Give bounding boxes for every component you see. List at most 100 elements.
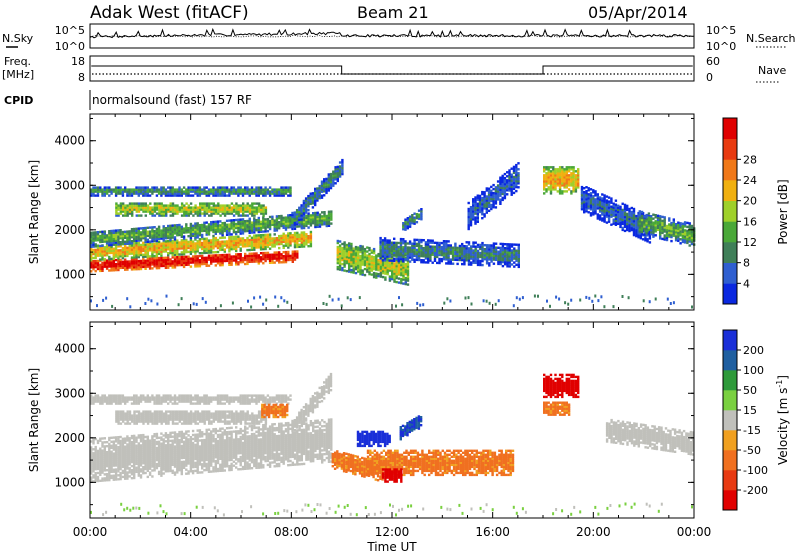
power-cell: [567, 174, 571, 177]
power-cell: [312, 214, 315, 217]
power-cell: [273, 241, 276, 244]
power-cell: [508, 243, 511, 246]
power-cell: [241, 194, 245, 197]
power-cell: [503, 176, 507, 180]
power-cell: [126, 268, 129, 271]
power-cell: [431, 245, 434, 248]
power-cell: [545, 178, 548, 181]
power-cell: [494, 190, 498, 193]
power-cell: [225, 231, 229, 234]
power-cell: [487, 187, 491, 190]
power-cell: [235, 224, 238, 228]
power-cell: [390, 243, 394, 246]
power-cell: [289, 216, 292, 219]
power-cell: [517, 186, 520, 189]
power-cell: [309, 216, 313, 219]
power-cell: [411, 250, 414, 253]
power-cell: [287, 258, 290, 262]
power-cell: [178, 194, 181, 197]
power-cell: [517, 243, 520, 246]
power-cell: [674, 229, 678, 232]
power-cell: [237, 210, 240, 213]
power-cell: [375, 274, 378, 277]
power-cell: [638, 214, 641, 217]
power-cell: [153, 186, 156, 189]
power-cell: [601, 205, 604, 208]
power-cell: [117, 264, 120, 268]
power-cell: [144, 208, 147, 211]
power-cell: [246, 240, 249, 244]
power-cell: [94, 245, 97, 248]
power-cell: [135, 244, 138, 247]
power-cell: [467, 255, 471, 258]
power-cell: [543, 180, 546, 183]
power-cell: [332, 170, 335, 173]
power-cell: [223, 255, 226, 259]
power-cell: [429, 239, 432, 242]
power-cell: [242, 206, 245, 209]
power-cell: [194, 190, 197, 193]
power-cell: [547, 182, 550, 185]
power-cell: [556, 170, 559, 173]
power-cell: [501, 256, 505, 260]
power-cell: [580, 208, 584, 211]
power-cell: [332, 178, 335, 181]
power-cell: [232, 225, 236, 228]
power-cell: [103, 265, 106, 268]
power-cell: [114, 253, 118, 256]
power-cell: [275, 215, 279, 218]
power-cell: [476, 261, 480, 265]
power-cell: [137, 243, 140, 247]
power-cell: [103, 240, 106, 243]
power-cell: [463, 257, 466, 260]
power-cell: [598, 208, 602, 211]
power-cell: [345, 261, 349, 265]
power-cell: [325, 191, 328, 195]
power-cell: [139, 239, 143, 242]
power-cell: [637, 234, 640, 237]
power-cell: [259, 242, 263, 245]
power-cell: [142, 237, 145, 240]
power-cell: [305, 216, 308, 219]
power-cell: [368, 254, 371, 258]
power-cell: [96, 261, 100, 265]
power-cell: [623, 229, 627, 233]
power-cell: [650, 217, 653, 220]
power-cell: [210, 212, 213, 215]
power-cell: [153, 188, 156, 191]
power-cell: [397, 261, 401, 264]
power-cell: [155, 259, 159, 262]
power-cell: [196, 210, 200, 213]
power-cell: [456, 254, 459, 258]
power-cell: [223, 206, 227, 209]
power-cell: [164, 233, 168, 236]
power-cell: [219, 258, 222, 261]
power-cell: [205, 192, 208, 195]
power-cell: [496, 198, 500, 201]
power-cell: [461, 252, 464, 256]
power-cell: [635, 224, 638, 228]
power-cell: [456, 256, 459, 260]
power-cell: [126, 234, 129, 237]
power-cell: [139, 243, 143, 247]
power-cell: [90, 266, 93, 269]
power-cell: [487, 199, 491, 202]
power-cell: [160, 262, 163, 266]
power-cell: [201, 223, 204, 227]
power-cell: [635, 218, 638, 222]
power-cell: [194, 212, 197, 215]
power-cell: [201, 204, 204, 207]
power-cell: [397, 273, 401, 276]
power-cell: [255, 236, 258, 239]
power-cell: [275, 255, 279, 258]
power-cell: [146, 234, 149, 237]
power-cell: [647, 224, 651, 227]
power-cell: [210, 206, 213, 209]
power-cell: [216, 190, 220, 193]
power-cell: [366, 262, 369, 265]
power-cell: [397, 255, 400, 259]
power-cell: [479, 261, 482, 265]
power-cell: [402, 224, 405, 227]
power-cell: [512, 169, 516, 173]
power-cell: [191, 255, 195, 258]
